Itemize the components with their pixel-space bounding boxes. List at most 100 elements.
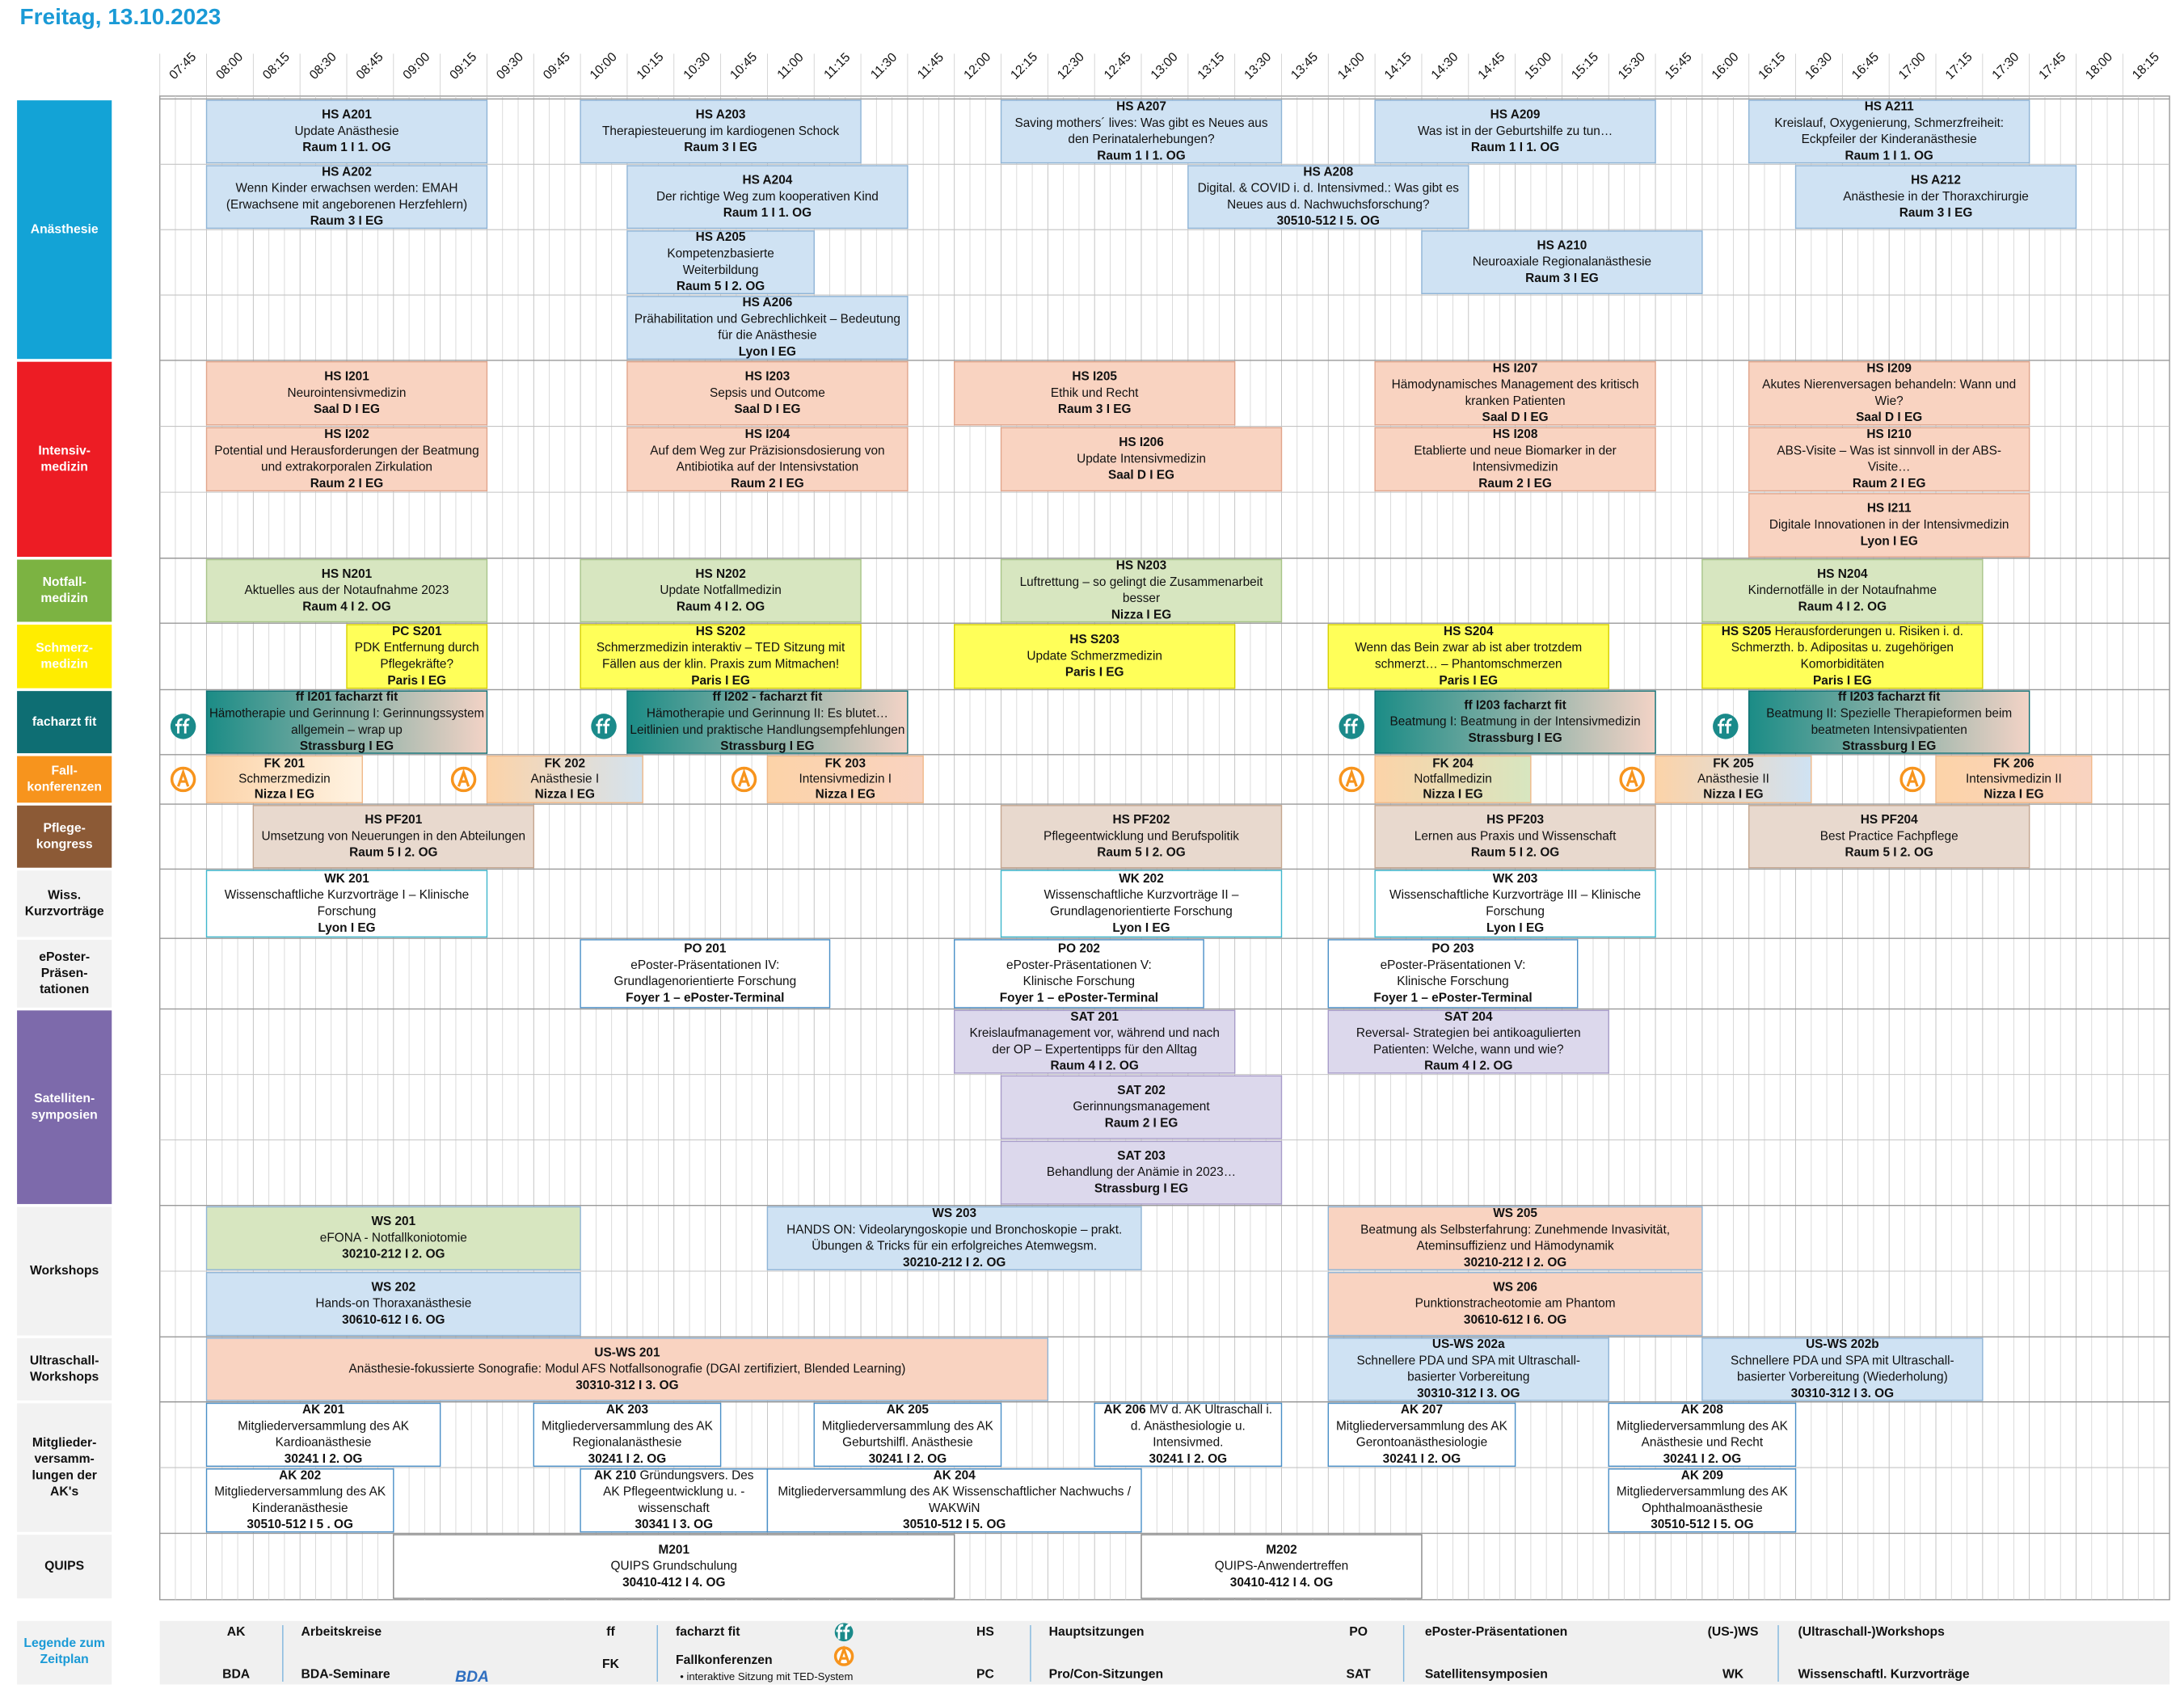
session-box [1000, 427, 1283, 492]
legend-text: Hauptsitzungen [1049, 1625, 1145, 1639]
session-room: Raum 1 I 1. OG [1845, 149, 1933, 162]
session-text: Klinische Forschung [1397, 975, 1508, 988]
legend-text: (Ultraschall-)Workshops [1798, 1625, 1945, 1639]
session-text: Aktuelles aus der Notaufnahme 2023 [244, 583, 449, 597]
session-box [1748, 690, 2030, 754]
track-label-box [17, 559, 112, 622]
session-room: Raum 4 I 2. OG [302, 600, 390, 613]
session-box [580, 939, 831, 1009]
track-label: kongress [36, 837, 93, 851]
session-text: Grundlagenorientierte Forschung [613, 975, 796, 988]
session-room: Strassburg I EG [300, 739, 394, 753]
session-text: Luftrettung – so gelingt die Zusammenarb… [1020, 575, 1264, 589]
session-text: Mitgliederversammlung des AK Wissenschaf… [778, 1485, 1131, 1499]
session-code: ff I202 - facharzt fit [712, 690, 822, 704]
session-text: Auf dem Weg zur Präzisionsdosierung von [650, 444, 884, 457]
session-text: Update Intensivmedizin [1077, 452, 1206, 465]
time-label: 13:15 [1195, 50, 1228, 82]
session-text: Anästhesie in der Thoraxchirurgie [1843, 190, 2029, 204]
session-code: SAT 204 [1444, 1010, 1493, 1024]
time-label: 16:30 [1802, 50, 1835, 82]
session-text: Reversal- Strategien bei antikoagulierte… [1356, 1026, 1581, 1040]
session-box [626, 296, 909, 360]
session-code: ff I203 facharzt fit [1464, 698, 1566, 712]
session-box [1374, 805, 1656, 869]
session-code: PO 202 [1058, 942, 1100, 956]
track-label: Präsen- [41, 967, 88, 980]
session-room: Strassburg I EG [1468, 731, 1562, 745]
session-text: Geburtshilfl. Anästhesie [842, 1436, 973, 1450]
session-box [954, 1009, 1236, 1074]
session-room: Saal D I EG [1108, 469, 1174, 482]
track-label: Kurzvorträge [25, 905, 104, 919]
time-label: 10:45 [727, 50, 760, 82]
session-text: Anästhesie-fokussierte Sonografie: Modul… [349, 1362, 906, 1376]
session-text: Forschung [318, 905, 377, 919]
session-code: FK 204 [1432, 756, 1474, 770]
session-room: Paris I EG [1439, 674, 1498, 688]
session-box [1140, 1534, 1423, 1599]
legend-abbr: PO [1349, 1625, 1368, 1639]
session-code: HS PF202 [1113, 813, 1170, 827]
time-label: 17:00 [1896, 50, 1929, 82]
session-box [1374, 360, 1656, 426]
fallkonferenz-icon-glyph [1906, 768, 1919, 787]
session-text: für die Anästhesie [718, 329, 816, 343]
session-text: eFONA - Notfallkoniotomie [320, 1231, 467, 1244]
facharzt-fit-icon-glyph [836, 1624, 851, 1640]
time-label: 13:00 [1149, 50, 1181, 82]
track-label: Satelliten- [34, 1092, 95, 1106]
session-text: Gründungsvers. Des [639, 1468, 753, 1482]
session-room: 30610-612 I 6. OG [342, 1313, 445, 1327]
track-label-box [17, 1403, 112, 1532]
session-text: Saving mothers´ lives: Was gibt es Neues… [1014, 116, 1267, 130]
session-text: Beatmung II: Spezielle Therapieformen be… [1766, 707, 2012, 721]
session-box [486, 755, 643, 803]
time-label: 08:00 [213, 50, 246, 82]
session-box [1655, 755, 1812, 803]
session-text: Forschung [1486, 905, 1545, 919]
time-label: 12:00 [961, 50, 993, 82]
session-text: Weiterbildung [683, 263, 759, 277]
track-label: Schmerz- [36, 641, 93, 655]
legend-text: Satellitensymposien [1425, 1667, 1548, 1681]
session-text: Mitgliederversammlung des AK [1617, 1485, 1789, 1499]
session-room: 30241 I 2. OG [1149, 1452, 1228, 1466]
session-room: Raum 3 I EG [684, 141, 757, 154]
facharzt-fit-icon [591, 714, 617, 739]
session-text: Digital. & COVID i. d. Intensivmed.: Was… [1198, 182, 1460, 196]
session-text: Best Practice Fachpflege [1820, 829, 1958, 843]
session-code: AK 203 [606, 1403, 648, 1417]
session-room: Saal D I EG [1482, 411, 1549, 424]
legend-title-box [17, 1620, 112, 1685]
session-box [1701, 558, 1984, 623]
session-room: 30610-612 I 6. OG [1464, 1313, 1566, 1327]
session-box [205, 99, 488, 164]
session-text: (Erwachsene mit angeborenen Herzfehlern) [226, 198, 467, 212]
track-label-box [17, 1010, 112, 1204]
session-box [1327, 1206, 1703, 1270]
legend-title: Zeitplan [40, 1653, 89, 1666]
session-text: Schmerzmedizin [238, 772, 331, 785]
session-text: Beatmung als Selbsterfahrung: Zunehmende… [1360, 1223, 1670, 1236]
time-label: 11:45 [915, 50, 947, 82]
legend-abbr: (US-)WS [1708, 1625, 1759, 1639]
facharzt-fit-icon-glyph [1343, 718, 1359, 734]
session-box [393, 1534, 955, 1599]
session-room: Saal D I EG [734, 402, 800, 416]
session-room: Raum 3 I EG [310, 214, 384, 228]
session-code: HS N201 [322, 567, 373, 581]
session-room: Raum 5 I 2. OG [349, 846, 437, 860]
session-code: HS I201 [324, 370, 369, 384]
session-room: Lyon I EG [1486, 921, 1544, 935]
session-box [205, 690, 488, 754]
session-box [1327, 1337, 1609, 1401]
session-room: Raum 4 I 2. OG [1050, 1059, 1138, 1073]
session-text: allgemein – wrap up [291, 723, 403, 737]
session-room: Raum 1 I 1. OG [723, 206, 812, 220]
session-code: FK 203 [825, 756, 866, 770]
session-code: WK 202 [1119, 872, 1164, 886]
session-box [1794, 165, 2077, 230]
session-code: WS 205 [1493, 1207, 1537, 1220]
